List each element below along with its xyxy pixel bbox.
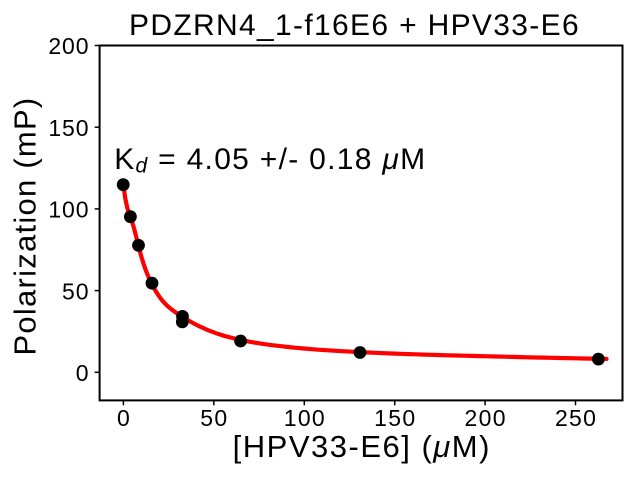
svg-text:Kd = 4.05 +/- 0.18 μM: Kd = 4.05 +/- 0.18 μM	[114, 143, 426, 177]
svg-text:200: 200	[465, 405, 507, 431]
svg-text:100: 100	[284, 405, 326, 431]
svg-text:150: 150	[48, 115, 89, 141]
svg-text:0: 0	[76, 360, 90, 386]
svg-text:Polarization (mP): Polarization (mP)	[8, 97, 43, 356]
svg-text:100: 100	[48, 197, 89, 223]
svg-text:50: 50	[200, 405, 228, 431]
svg-text:250: 250	[555, 405, 597, 431]
svg-text:200: 200	[48, 33, 89, 59]
svg-text:PDZRN4_1-f16E6 + HPV33-E6: PDZRN4_1-f16E6 + HPV33-E6	[129, 9, 580, 42]
svg-text:150: 150	[374, 405, 416, 431]
svg-text:[HPV33-E6] (μM): [HPV33-E6] (μM)	[233, 429, 491, 464]
svg-text:0: 0	[117, 405, 131, 431]
svg-text:50: 50	[62, 278, 89, 304]
